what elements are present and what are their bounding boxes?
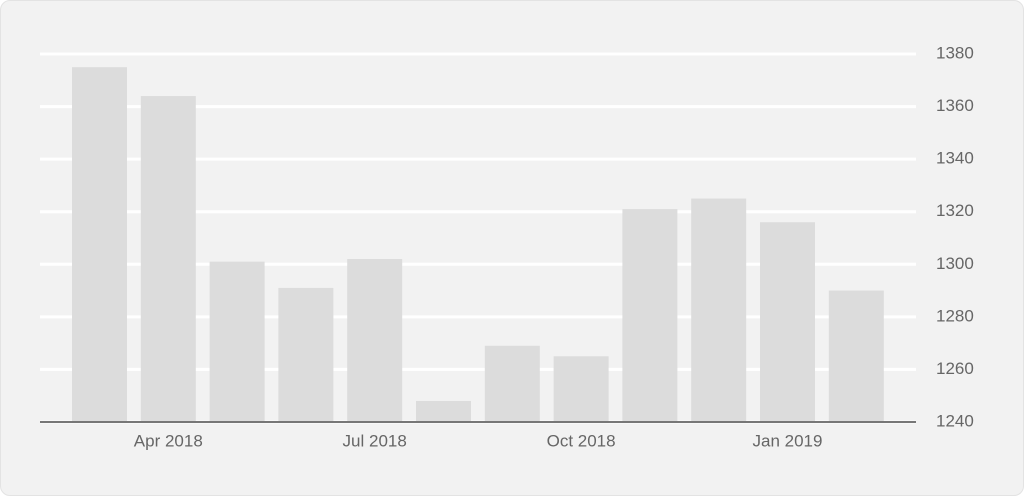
- y-tick-label: 1280: [936, 306, 974, 325]
- x-tick-label: Oct 2018: [547, 431, 616, 450]
- bar: [347, 259, 403, 422]
- bar: [484, 345, 540, 422]
- y-tick-label: 1380: [936, 43, 974, 62]
- bar: [553, 356, 609, 422]
- bar: [622, 209, 678, 422]
- y-tick-label: 1320: [936, 201, 974, 220]
- x-tick-label: Jul 2018: [343, 431, 407, 450]
- y-tick-label: 1260: [936, 359, 974, 378]
- bar: [278, 287, 334, 422]
- y-tick-label: 1240: [936, 411, 974, 430]
- y-tick-label: 1360: [936, 96, 974, 115]
- x-tick-label: Apr 2018: [134, 431, 203, 450]
- bar: [140, 96, 196, 423]
- x-tick-label: Jan 2019: [753, 431, 823, 450]
- bar: [72, 67, 127, 423]
- bar: [416, 400, 471, 422]
- bar: [691, 198, 747, 422]
- bar: [828, 290, 884, 422]
- bar: [760, 222, 815, 422]
- bar: [209, 261, 265, 422]
- y-tick-label: 1300: [936, 254, 974, 273]
- y-tick-label: 1340: [936, 149, 974, 168]
